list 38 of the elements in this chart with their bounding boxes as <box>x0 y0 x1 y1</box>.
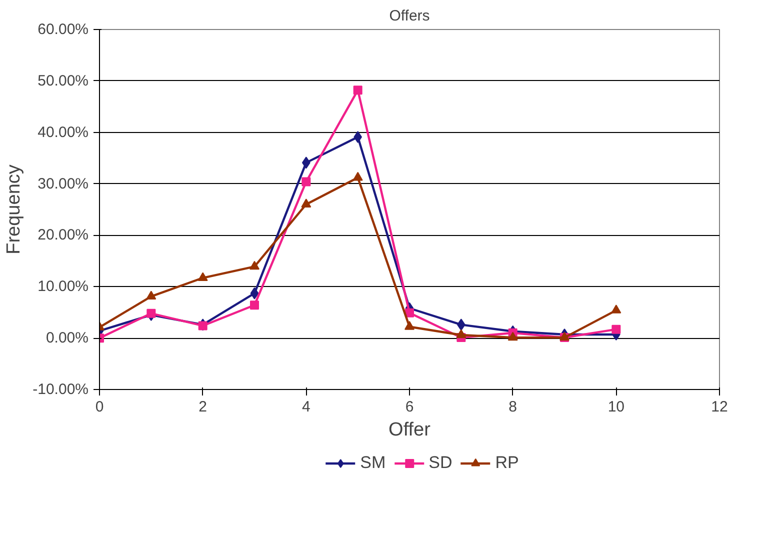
point <box>404 321 414 330</box>
point <box>405 308 414 318</box>
x-tick-label: 0 <box>95 398 104 416</box>
point <box>198 321 208 330</box>
point <box>250 260 260 270</box>
point <box>250 300 259 310</box>
y-tick-label: 60.00% <box>38 21 88 38</box>
x-tick-label: 4 <box>302 398 310 416</box>
y-tick-label: 50.00% <box>38 72 88 90</box>
point <box>250 287 259 300</box>
point <box>302 177 311 186</box>
chart-title: Offers <box>389 8 430 24</box>
y-tick-label: 10.00% <box>38 278 88 296</box>
point <box>352 172 363 181</box>
point <box>508 332 518 341</box>
y-tick-label: 20.00% <box>38 226 88 244</box>
point <box>456 329 466 338</box>
legend-label: RP <box>495 453 519 473</box>
legend-label: SD <box>428 453 452 473</box>
x-tick-label: 12 <box>711 398 728 416</box>
point <box>353 86 362 95</box>
y-axis-title: Frequency <box>4 164 25 254</box>
y-tick-label: 40.00% <box>38 124 88 141</box>
point <box>198 272 208 281</box>
x-tick-label: 2 <box>198 398 208 416</box>
x-tick-label: 6 <box>405 398 414 416</box>
point <box>611 304 622 314</box>
point <box>612 324 621 334</box>
point <box>146 308 156 318</box>
y-tick-label: 30.00% <box>38 175 88 192</box>
x-tick-label: 8 <box>508 398 518 416</box>
legend-label: SM <box>360 453 386 473</box>
point <box>146 290 156 300</box>
x-axis-title: Offer <box>388 420 432 440</box>
point <box>301 198 312 208</box>
x-tick-label: 10 <box>608 398 625 416</box>
y-tick-label: 0.00% <box>46 330 89 347</box>
y-tick-label: -10.00% <box>32 381 89 398</box>
